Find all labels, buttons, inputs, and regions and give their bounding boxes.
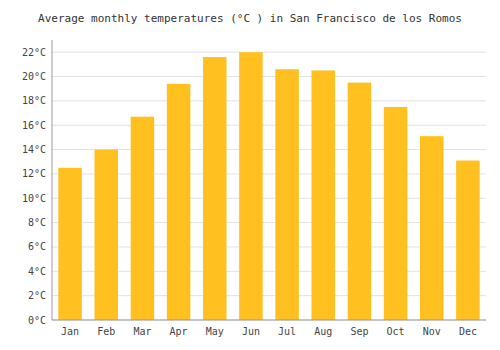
- y-tick-label: 16°C: [22, 120, 46, 131]
- x-tick-label: Jul: [278, 326, 296, 337]
- grid-line: [52, 76, 486, 77]
- bar: [311, 70, 335, 320]
- bars: [58, 52, 479, 320]
- bar: [420, 136, 444, 320]
- bar: [203, 57, 227, 320]
- bar: [239, 52, 263, 320]
- x-tick-label: Sep: [350, 326, 368, 337]
- x-tick-label: May: [206, 326, 224, 337]
- x-tick-label: Mar: [133, 326, 151, 337]
- grid-line: [52, 320, 486, 321]
- bar: [456, 161, 480, 320]
- y-tick-label: 0°C: [28, 315, 46, 326]
- y-tick-label: 12°C: [22, 168, 46, 179]
- y-tick-label: 2°C: [28, 290, 46, 301]
- grid-line: [52, 52, 486, 53]
- bar: [348, 83, 372, 320]
- chart-svg: Average monthly temperatures (°C ) in Sa…: [0, 0, 500, 350]
- bar: [384, 107, 408, 320]
- y-tick-label: 10°C: [22, 193, 46, 204]
- x-tick-label: Aug: [314, 326, 332, 337]
- grid: [52, 52, 486, 320]
- y-tick-label: 22°C: [22, 47, 46, 58]
- y-tick-label: 14°C: [22, 144, 46, 155]
- x-tick-label: Feb: [97, 326, 115, 337]
- bar: [131, 117, 155, 320]
- chart-container: Average monthly temperatures (°C ) in Sa…: [0, 0, 500, 350]
- y-tick-label: 20°C: [22, 71, 46, 82]
- x-tick-label: Dec: [459, 326, 477, 337]
- x-axis-line: [52, 320, 486, 321]
- y-tick-label: 6°C: [28, 241, 46, 252]
- y-tick-label: 18°C: [22, 95, 46, 106]
- x-tick-label: Jan: [61, 326, 79, 337]
- bar: [167, 84, 191, 320]
- grid-line: [52, 125, 486, 126]
- x-tick-label: Jun: [242, 326, 260, 337]
- chart-title: Average monthly temperatures (°C ) in Sa…: [38, 12, 462, 25]
- bar: [58, 168, 82, 320]
- x-tick-label: Nov: [423, 326, 441, 337]
- grid-line: [52, 100, 486, 101]
- bar: [275, 69, 299, 320]
- x-tick-label: Apr: [170, 326, 188, 337]
- x-tick-label: Oct: [387, 326, 405, 337]
- y-tick-label: 8°C: [28, 217, 46, 228]
- bar: [94, 150, 118, 320]
- y-axis-line: [52, 40, 53, 320]
- y-tick-label: 4°C: [28, 266, 46, 277]
